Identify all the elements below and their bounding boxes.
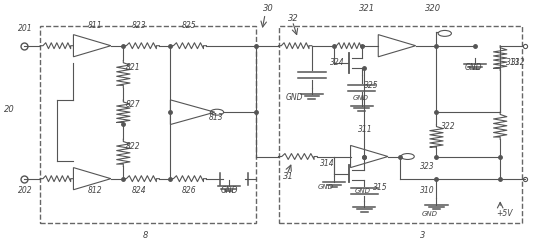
Text: 822: 822 [126,142,141,151]
Text: 20: 20 [4,105,15,114]
Text: 202: 202 [18,187,33,195]
Text: 30: 30 [263,4,273,13]
Text: 824: 824 [131,187,146,195]
Text: +5V: +5V [496,209,513,218]
Text: 8: 8 [143,231,148,240]
Text: GND: GND [355,188,371,194]
Text: GND: GND [352,95,368,101]
Text: GND: GND [317,184,333,189]
Text: GND: GND [422,211,437,217]
Text: 826: 826 [182,187,196,195]
Text: 32: 32 [289,14,299,23]
Text: 322: 322 [441,123,456,131]
Text: 201: 201 [18,24,33,33]
Text: 324: 324 [330,59,345,67]
Text: 827: 827 [126,100,141,109]
Text: GND: GND [221,187,238,195]
Text: 823: 823 [131,21,146,30]
Text: 811: 811 [87,21,102,30]
Text: 310: 310 [420,187,434,195]
Text: GND: GND [286,93,303,102]
Text: 31: 31 [283,172,294,181]
Text: 323: 323 [420,162,434,171]
Text: 825: 825 [182,21,196,30]
Text: 812: 812 [87,187,102,195]
Text: 320: 320 [426,4,442,13]
Text: 315: 315 [373,183,387,192]
Text: 813: 813 [209,113,224,122]
Text: 313: 313 [506,59,520,67]
Text: 314: 314 [320,159,334,168]
Text: 311: 311 [358,125,373,134]
Text: 821: 821 [126,63,141,72]
Text: 312: 312 [511,59,526,67]
Text: 3: 3 [420,231,425,240]
Text: GND: GND [464,63,482,72]
Text: 321: 321 [359,4,375,13]
Text: 325: 325 [364,81,379,90]
